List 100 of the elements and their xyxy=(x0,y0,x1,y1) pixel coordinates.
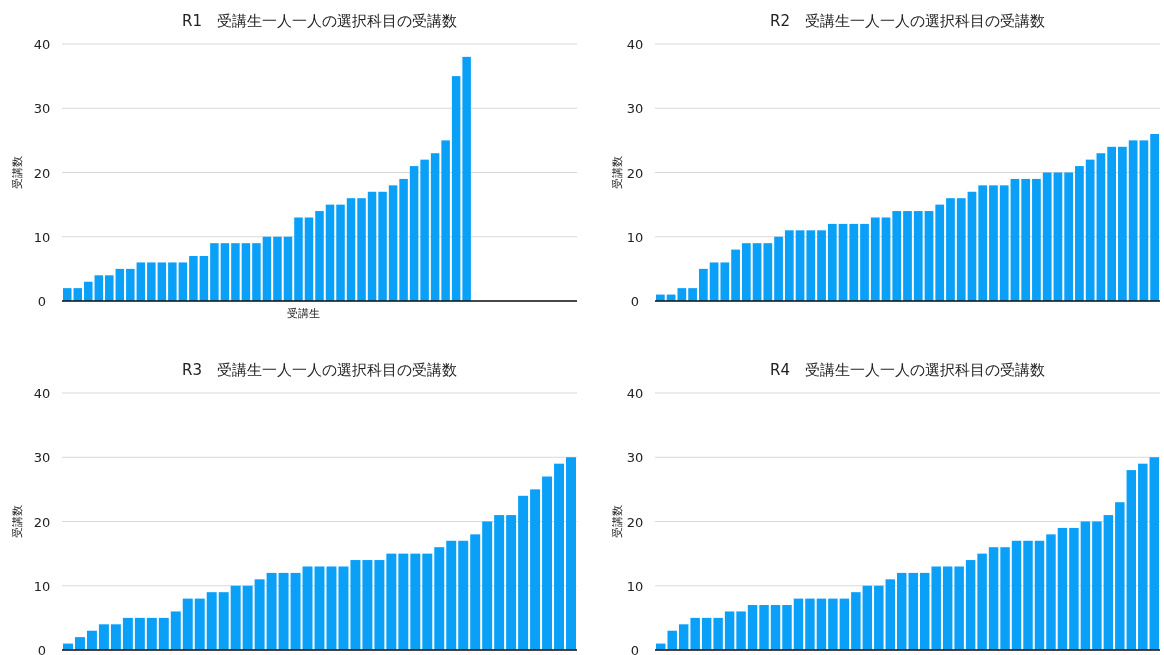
bar xyxy=(350,560,361,650)
y-tick-label: 20 xyxy=(33,514,51,530)
bar xyxy=(935,204,945,301)
bar xyxy=(294,217,303,301)
bar xyxy=(989,185,998,301)
bar xyxy=(965,560,976,650)
bar xyxy=(892,211,902,301)
y-tick-label: 40 xyxy=(626,37,644,52)
bar xyxy=(1011,540,1022,650)
bar xyxy=(157,262,167,301)
bar xyxy=(346,198,356,301)
bar xyxy=(1128,140,1138,301)
bar xyxy=(170,611,181,650)
x-axis-title: 受講生 xyxy=(287,307,320,320)
chart-title: R2 受講生一人一人の選択科目の受講数 xyxy=(770,12,1045,30)
y-tick-label: 20 xyxy=(626,514,644,530)
bar xyxy=(115,268,125,301)
y-tick-label: 0 xyxy=(37,294,47,309)
bar xyxy=(851,592,861,650)
bar xyxy=(434,547,445,650)
bar xyxy=(470,534,481,650)
bar xyxy=(1057,527,1068,650)
y-tick-label: 40 xyxy=(33,37,51,52)
y-tick-label: 20 xyxy=(626,165,644,181)
bar xyxy=(1053,172,1063,301)
bar xyxy=(1092,521,1102,650)
bar xyxy=(266,572,277,650)
bar xyxy=(409,166,419,301)
bar xyxy=(136,262,146,301)
bar xyxy=(999,185,1009,301)
y-tick-label: 10 xyxy=(626,578,644,594)
bar xyxy=(367,191,377,301)
bar xyxy=(752,243,762,301)
bar xyxy=(688,288,697,301)
bar xyxy=(262,236,272,301)
bar xyxy=(827,223,837,301)
bar xyxy=(690,617,700,650)
bar xyxy=(1085,159,1095,301)
bar xyxy=(1000,547,1010,650)
chart-title: R3 受講生一人一人の選択科目の受講数 xyxy=(182,361,457,379)
bar xyxy=(326,566,337,650)
bar xyxy=(530,489,541,650)
bar xyxy=(362,560,373,650)
y-axis-title: 受講数 xyxy=(11,505,24,538)
bar xyxy=(1034,540,1045,650)
bar xyxy=(338,566,349,650)
bar xyxy=(828,598,838,650)
bar xyxy=(220,243,230,301)
bar xyxy=(870,217,880,301)
bar xyxy=(1149,457,1159,650)
bar xyxy=(1069,527,1079,650)
bar xyxy=(554,463,565,650)
bar xyxy=(241,243,251,301)
bar xyxy=(122,617,133,650)
bar xyxy=(458,540,469,650)
bar xyxy=(199,256,209,301)
y-tick-label: 30 xyxy=(33,450,51,466)
bar xyxy=(302,566,313,650)
bar xyxy=(709,262,719,301)
y-axis-title: 受講数 xyxy=(611,505,624,538)
bar xyxy=(182,598,193,650)
y-tick-label: 0 xyxy=(630,294,640,309)
bar xyxy=(736,611,746,650)
bar xyxy=(701,617,712,650)
bar xyxy=(849,223,859,301)
bar xyxy=(731,249,740,301)
bar xyxy=(189,256,198,301)
bar xyxy=(386,553,397,650)
bar xyxy=(795,230,805,301)
bar xyxy=(98,624,109,650)
bar xyxy=(967,191,977,301)
bar xyxy=(793,598,804,650)
bar xyxy=(566,457,576,650)
bar xyxy=(518,495,529,650)
y-tick-label: 10 xyxy=(33,229,51,245)
bar xyxy=(1138,463,1148,650)
y-tick-label: 0 xyxy=(37,643,47,655)
bar xyxy=(1118,146,1127,301)
bar xyxy=(954,566,964,650)
bar xyxy=(422,553,433,650)
bar xyxy=(678,624,689,650)
bar xyxy=(1032,178,1041,301)
bar xyxy=(774,236,783,301)
bar xyxy=(838,223,848,301)
bar xyxy=(290,572,301,650)
bar xyxy=(1046,534,1056,650)
y-tick-label: 40 xyxy=(33,386,51,401)
bar xyxy=(770,605,781,650)
bar xyxy=(178,262,188,301)
bar xyxy=(816,598,827,650)
bar xyxy=(494,515,505,650)
y-tick-label: 20 xyxy=(33,165,51,181)
bar xyxy=(677,288,687,301)
y-tick-label: 30 xyxy=(626,101,644,117)
bar xyxy=(1096,153,1106,301)
bar xyxy=(1064,172,1074,301)
bar xyxy=(542,476,553,650)
bar xyxy=(63,288,72,301)
bar xyxy=(315,211,324,301)
bar xyxy=(747,605,758,650)
